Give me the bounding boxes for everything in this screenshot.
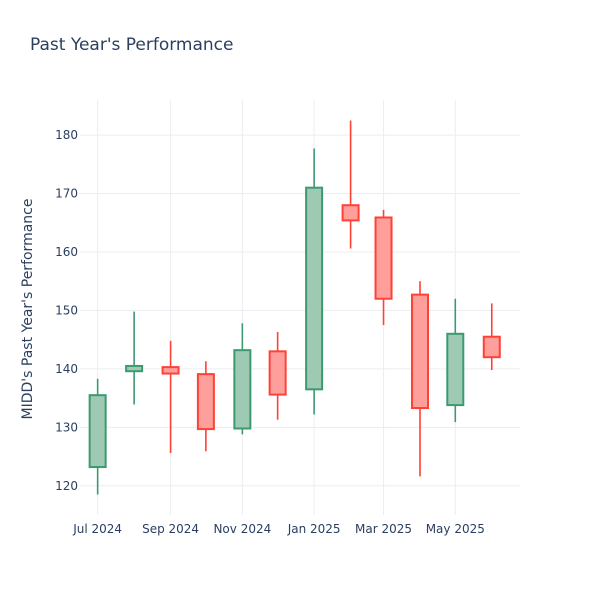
candle-body [161, 366, 180, 375]
y-tick-label: 120 [55, 479, 78, 493]
candle-decreasing [374, 209, 393, 326]
candle-body [446, 332, 465, 407]
x-tick-label: Mar 2025 [355, 522, 412, 536]
candle-body [411, 293, 429, 410]
y-tick-label: 130 [55, 420, 78, 434]
candle-body [341, 204, 360, 222]
candle-decreasing [341, 120, 360, 249]
x-tick-label: Nov 2024 [213, 522, 271, 536]
candle-increasing [446, 298, 465, 423]
x-tick-label: Jul 2024 [72, 522, 122, 536]
y-tick-label: 140 [55, 362, 78, 376]
y-tick-label: 180 [55, 128, 78, 142]
candle-decreasing [196, 361, 215, 452]
candle-decreasing [268, 332, 287, 420]
candle-increasing [88, 378, 107, 495]
y-tick-label: 170 [55, 187, 78, 201]
candle-decreasing [411, 281, 429, 477]
candle-body [374, 216, 393, 300]
candle-decreasing [482, 303, 501, 371]
candle-body [196, 373, 215, 431]
grid-layer [80, 100, 520, 515]
chart-title: Past Year's Performance [30, 35, 234, 55]
y-axis-ticks: 120 130 140 150 160 170 180 [55, 128, 78, 493]
candle-layer [88, 120, 501, 495]
x-tick-label: May 2025 [426, 522, 485, 536]
candle-increasing [233, 323, 252, 435]
y-tick-label: 150 [55, 303, 78, 317]
candle-decreasing [161, 340, 180, 454]
y-tick-label: 160 [55, 245, 78, 259]
y-axis-label: MIDD's Past Year's Performance [20, 199, 36, 420]
candle-increasing [125, 311, 144, 405]
candle-body [268, 350, 287, 396]
candle-body [88, 394, 107, 469]
candle-increasing [305, 148, 324, 415]
candle-body [125, 364, 144, 373]
x-tick-label: Jan 2025 [287, 522, 341, 536]
candle-body [233, 349, 252, 430]
x-axis-ticks: Jul 2024 Sep 2024 Nov 2024 Jan 2025 Mar 2025… [72, 522, 485, 536]
candle-body [305, 186, 324, 391]
candle-body [482, 335, 501, 359]
x-tick-label: Sep 2024 [142, 522, 199, 536]
